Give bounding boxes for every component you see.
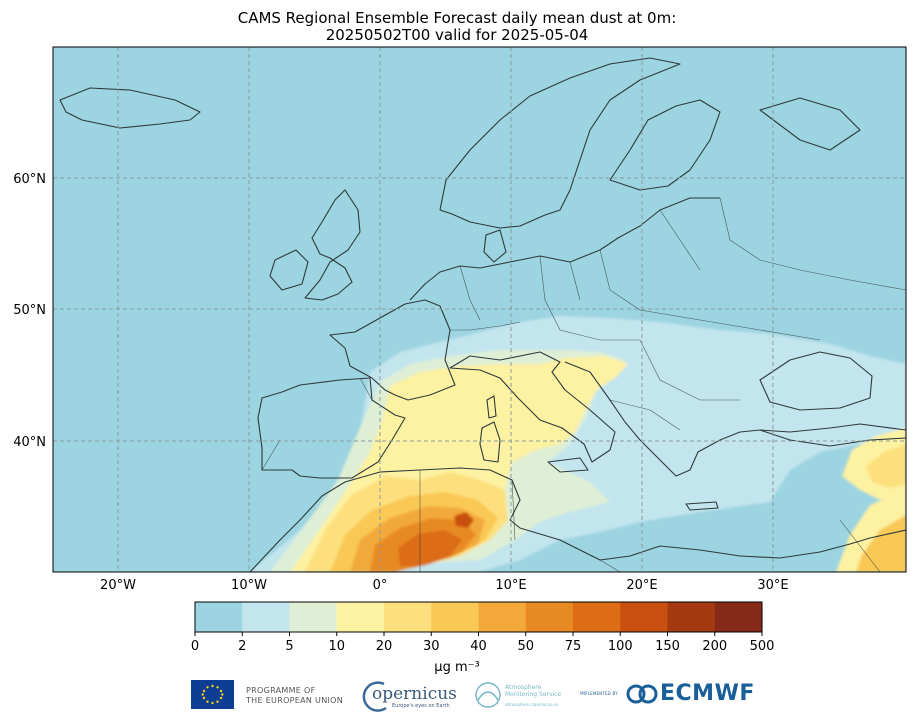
colorbar-tick-label-5: 30 bbox=[423, 639, 440, 654]
lon-label-20e: 20°E bbox=[626, 578, 657, 593]
colorbar-tick-label-11: 200 bbox=[702, 639, 727, 654]
colorbar-segment-7 bbox=[525, 602, 574, 632]
colorbar-tick-label-7: 50 bbox=[517, 639, 534, 654]
ams-line2: Monitoring Service bbox=[505, 691, 562, 698]
map-frame-border bbox=[52, 46, 907, 573]
coast-corsica bbox=[486, 395, 497, 419]
footer-logos: PROGRAMME OF THE EUROPEAN UNION opernicu… bbox=[0, 672, 914, 720]
lat-tick-labels: 40°N 50°N 60°N bbox=[13, 172, 46, 450]
colorbar-tick-label-2: 5 bbox=[285, 639, 293, 654]
colorbar-segment-8 bbox=[573, 602, 621, 632]
ecmwf-logo-mark bbox=[626, 684, 658, 704]
copernicus-logo-mark bbox=[362, 681, 387, 712]
colorbar-tick-label-4: 20 bbox=[376, 639, 393, 654]
coast-black-sea bbox=[759, 351, 873, 411]
colorbar-segment-9 bbox=[620, 602, 668, 632]
colorbar-segment-10 bbox=[667, 602, 716, 632]
lon-label-0: 0° bbox=[373, 578, 388, 593]
eu-flag-logo bbox=[191, 680, 234, 709]
lat-label-40n: 40°N bbox=[13, 435, 46, 450]
colorbar-segment-6 bbox=[478, 602, 527, 632]
coast-finland bbox=[609, 99, 721, 191]
coast-iceland bbox=[59, 87, 201, 129]
coast-crete bbox=[685, 501, 719, 511]
coast-ireland bbox=[269, 249, 309, 291]
coast-britain bbox=[304, 189, 361, 301]
colorbar-tick-label-1: 2 bbox=[238, 639, 246, 654]
coast-baltic-mainland bbox=[479, 197, 720, 269]
coast-turkey-south bbox=[759, 429, 906, 447]
colorbar-tick-label-8: 75 bbox=[565, 639, 582, 654]
lat-label-60n: 60°N bbox=[13, 172, 46, 187]
colorbar-unit-label: μg m⁻³ bbox=[434, 660, 480, 675]
colorbar-segment-3 bbox=[336, 602, 385, 632]
implemented-by-text: IMPLEMENTED BY bbox=[580, 691, 618, 696]
dust-east-20-30 bbox=[866, 444, 906, 488]
ams-line1: Atmosphere bbox=[505, 684, 542, 691]
dust-field bbox=[250, 316, 906, 572]
chart-title-line1: CAMS Regional Ensemble Forecast daily me… bbox=[237, 9, 677, 27]
colorbar-tick-label-3: 10 bbox=[328, 639, 345, 654]
coast-sicily bbox=[547, 457, 589, 473]
ams-url: atmosphere.copernicus.eu bbox=[505, 702, 559, 707]
lon-label-10e: 10°E bbox=[495, 578, 526, 593]
coast-scandinavia bbox=[439, 57, 681, 229]
lon-label-10w: 10°W bbox=[231, 578, 267, 593]
copernicus-tagline: Europe's eyes on Earth bbox=[392, 703, 450, 709]
ecmwf-wordmark: ECMWF bbox=[660, 681, 755, 706]
colorbar-segment-0 bbox=[195, 602, 243, 632]
colorbar-segment-5 bbox=[431, 602, 479, 632]
dust-se-20-30 bbox=[856, 515, 906, 572]
lon-tick-labels: 20°W 10°W 0° 10°E 20°E 30°E bbox=[100, 578, 789, 593]
colorbar-tick-label-9: 100 bbox=[608, 639, 633, 654]
colorbar-tick-label-12: 500 bbox=[750, 639, 775, 654]
coast-north-africa bbox=[249, 467, 906, 572]
eu-programme-text: PROGRAMME OF THE EUROPEAN UNION bbox=[246, 686, 344, 705]
colorbar-segment-2 bbox=[289, 602, 338, 632]
dust-band-75-100 bbox=[398, 530, 462, 566]
colorbar-segment-11 bbox=[714, 602, 763, 632]
gridlines bbox=[53, 47, 906, 572]
coast-benelux bbox=[409, 265, 481, 301]
colorbar-segment-4 bbox=[384, 602, 432, 632]
coast-iberia bbox=[257, 377, 406, 479]
coast-sardinia bbox=[479, 421, 501, 463]
dust-band-100-150 bbox=[454, 512, 474, 528]
coast-white-sea bbox=[759, 97, 861, 151]
colorbar: 0 2 5 10 20 30 40 50 75 100 150 200 500 bbox=[191, 601, 775, 654]
ams-logo-mark bbox=[475, 682, 501, 708]
copernicus-wordmark: opernicus bbox=[372, 684, 457, 704]
lat-label-50n: 50°N bbox=[13, 303, 46, 318]
country-borders bbox=[261, 197, 906, 572]
colorbar-segment-1 bbox=[242, 602, 290, 632]
colorbar-tick-label-6: 40 bbox=[470, 639, 487, 654]
colorbar-tick-label-0: 0 bbox=[191, 639, 199, 654]
chart-title-line2: 20250502T00 valid for 2025-05-04 bbox=[325, 26, 589, 44]
coast-denmark bbox=[483, 229, 507, 263]
coast-balkans bbox=[564, 361, 906, 477]
lon-label-20w: 20°W bbox=[100, 578, 136, 593]
coast-italy bbox=[449, 351, 616, 463]
lon-label-30e: 30°E bbox=[757, 578, 788, 593]
colorbar-tick-label-10: 150 bbox=[655, 639, 680, 654]
ams-wordmark: Atmosphere Monitoring Service bbox=[505, 684, 561, 698]
